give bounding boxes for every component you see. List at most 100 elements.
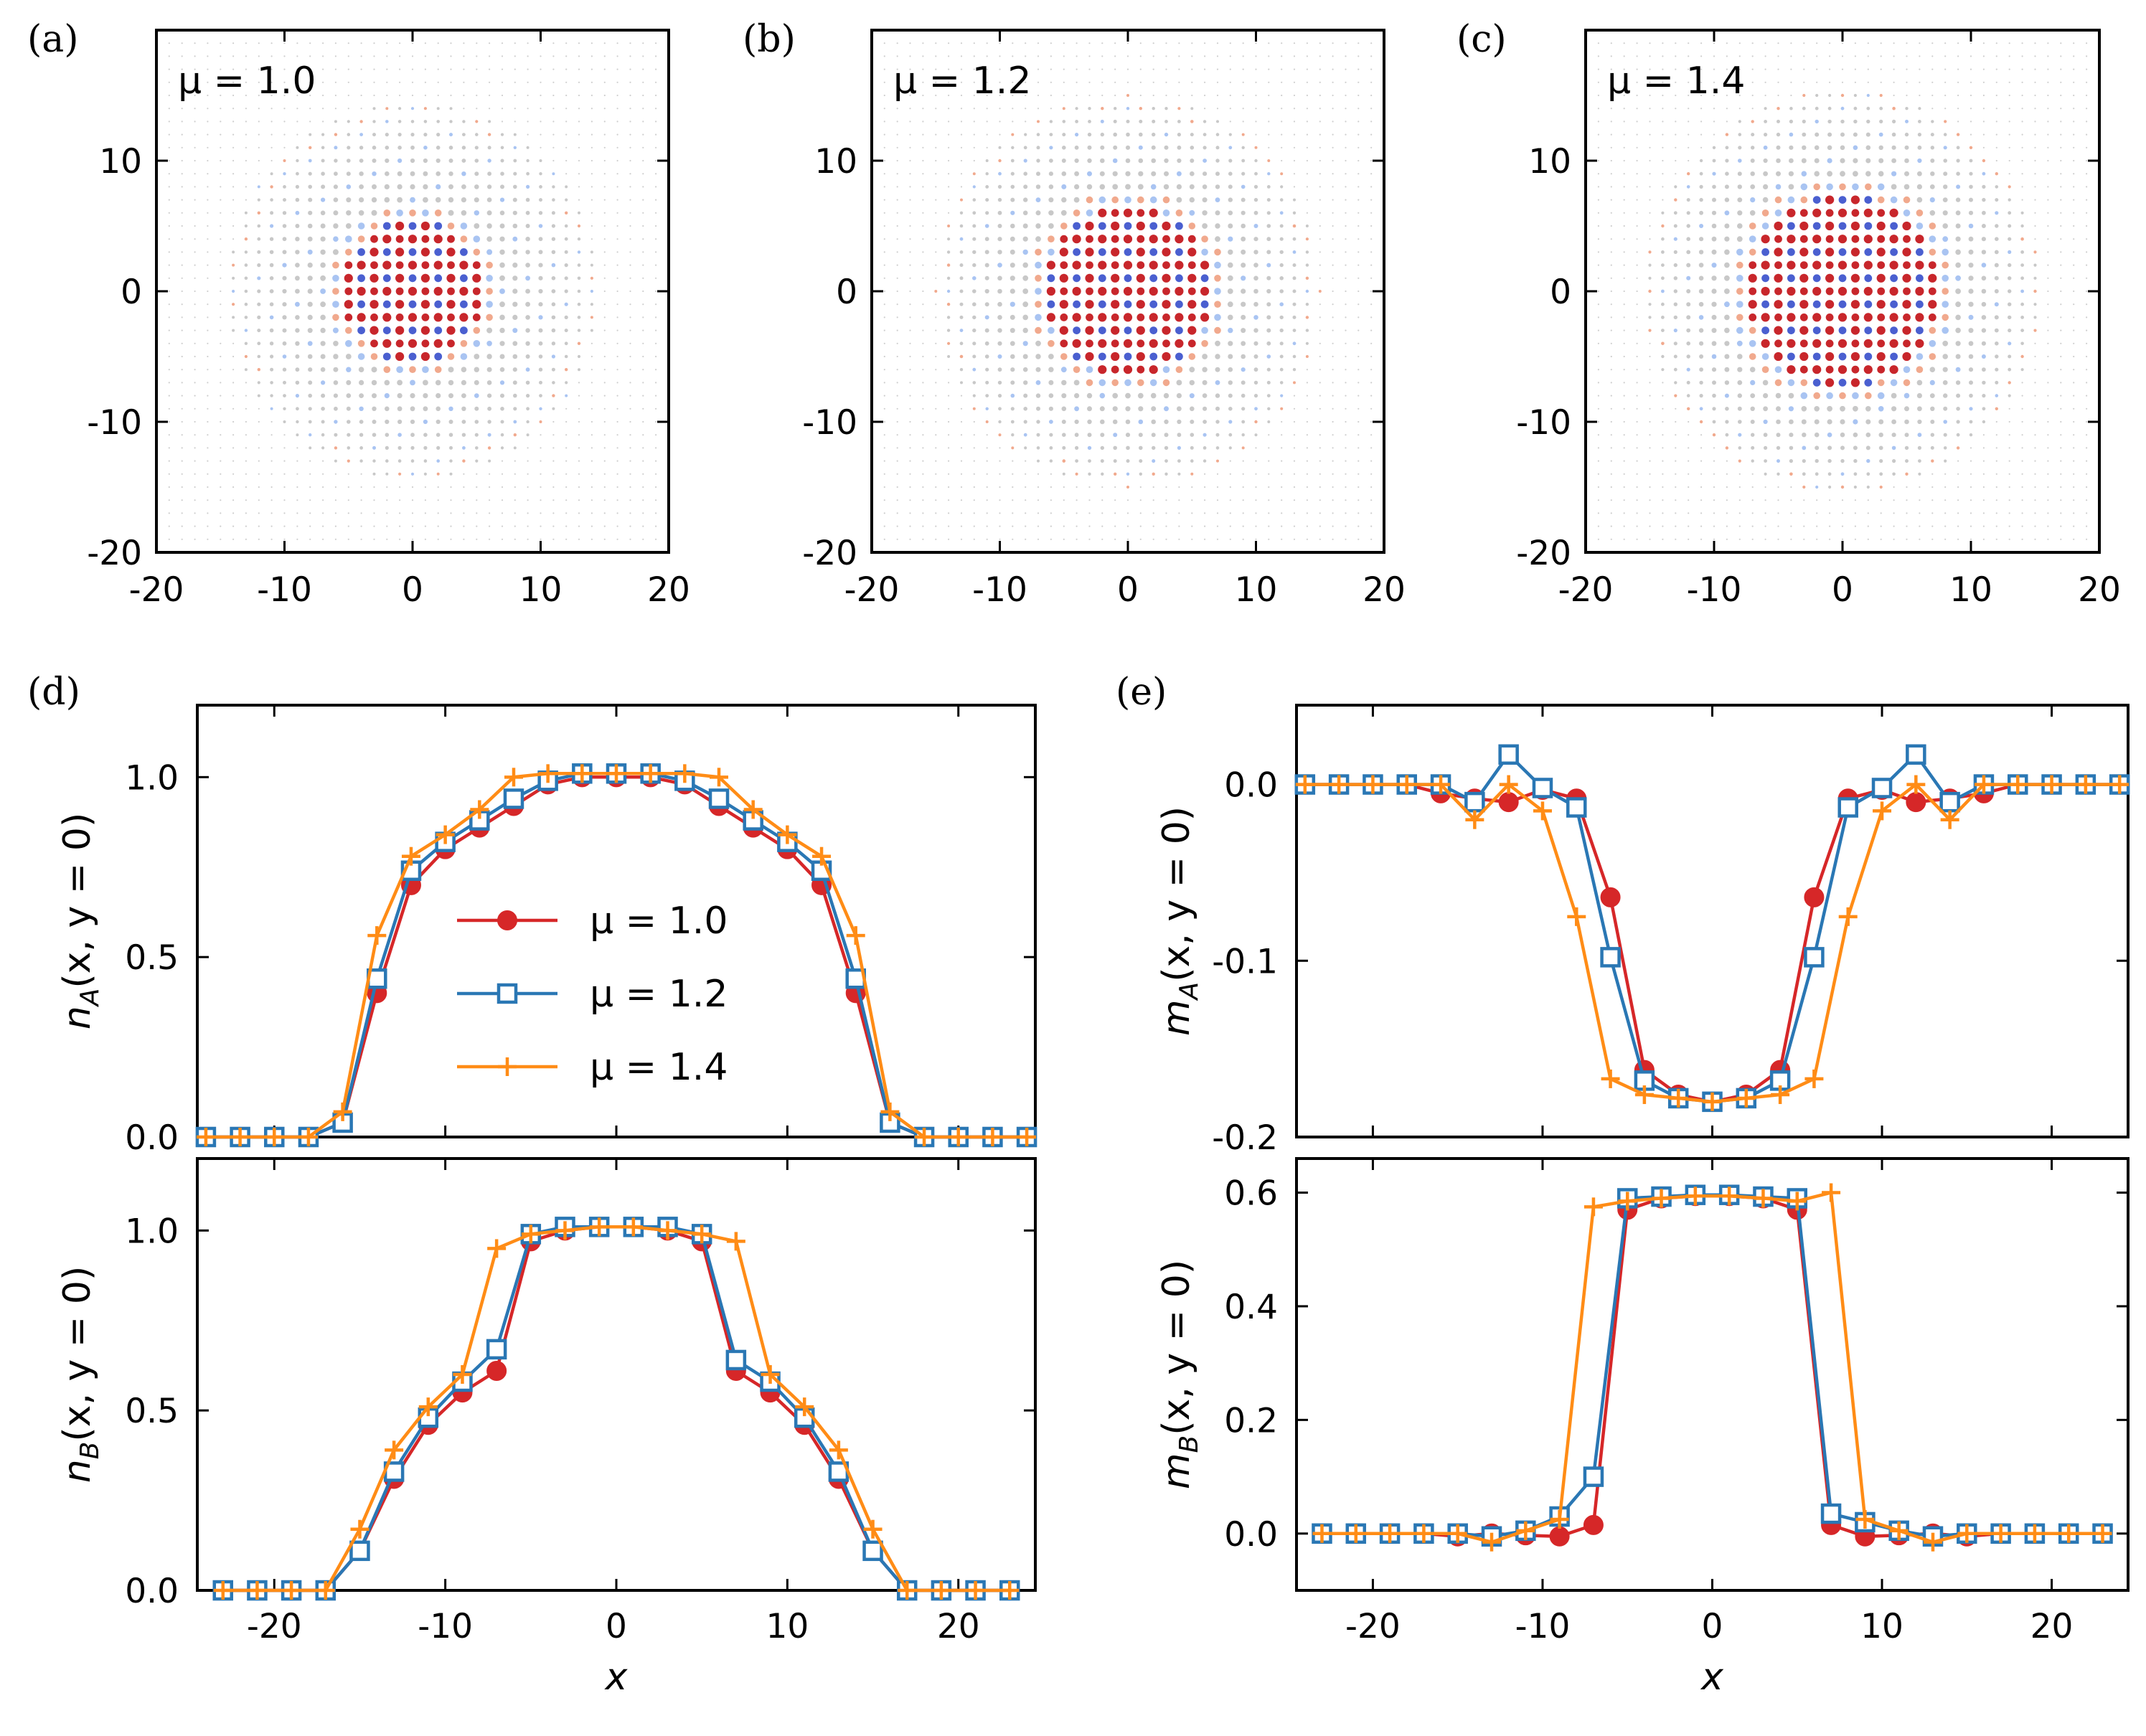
lattice-site (1889, 286, 1898, 296)
lattice-site (1944, 525, 1947, 527)
lattice-site (909, 277, 911, 279)
lattice-site (1919, 499, 1921, 501)
lattice-site (960, 94, 963, 97)
lattice-site (283, 42, 286, 44)
lattice-site (220, 225, 222, 227)
lattice-site (1241, 328, 1246, 334)
lattice-site (896, 277, 898, 279)
lattice-site (1750, 184, 1756, 189)
lattice-site (436, 393, 441, 399)
lattice-site (655, 407, 657, 410)
lattice-site (437, 525, 439, 527)
lattice-site (486, 327, 493, 334)
lattice-site (1825, 378, 1835, 387)
lattice-site (1813, 183, 1820, 191)
lattice-site (383, 366, 391, 373)
lattice-site (2060, 212, 2062, 214)
lattice-site (1228, 341, 1233, 346)
lattice-site (629, 460, 631, 462)
lattice-site (616, 277, 618, 279)
data-point (778, 825, 797, 844)
lattice-site (1661, 316, 1665, 319)
lattice-site (1088, 499, 1091, 501)
lattice-site (1906, 55, 1908, 57)
lattice-site (1853, 119, 1858, 124)
lattice-site (168, 94, 170, 97)
lattice-site (411, 55, 414, 57)
lattice-site (408, 222, 417, 230)
lattice-site (207, 473, 209, 475)
lattice-site (1904, 406, 1909, 412)
lattice-site (424, 94, 427, 97)
lattice-site (1306, 94, 1308, 97)
lattice-site (526, 394, 530, 398)
lattice-site (616, 434, 618, 436)
lattice-site (181, 251, 183, 253)
lattice-site (1281, 81, 1283, 83)
lattice-site (1688, 159, 1690, 162)
lattice-site (2008, 250, 2012, 254)
lattice-site (629, 94, 631, 97)
lattice-site (999, 55, 1001, 57)
lattice-site (1010, 223, 1015, 229)
lattice-site (1190, 445, 1194, 450)
lattice-site (909, 159, 911, 162)
lattice-site (616, 212, 618, 214)
lattice-site (909, 173, 911, 175)
lattice-site (1305, 341, 1309, 345)
lattice-site (2047, 94, 2049, 97)
lattice-site (1891, 406, 1897, 412)
lattice-site (577, 329, 581, 332)
lattice-site (307, 288, 313, 294)
lattice-site (1761, 274, 1770, 283)
lattice-site (463, 108, 465, 110)
lattice-site (1025, 473, 1027, 475)
lattice-site (232, 525, 235, 527)
lattice-site (245, 538, 247, 540)
lattice-site (245, 512, 247, 514)
lattice-site (1799, 261, 1808, 269)
lattice-site (1073, 248, 1081, 256)
lattice-site (1255, 486, 1257, 489)
lattice-site (1890, 300, 1898, 308)
lattice-site (1969, 512, 1972, 514)
lattice-site (436, 459, 440, 463)
lattice-site (1700, 121, 1703, 123)
lattice-site (423, 433, 428, 437)
lattice-site (1050, 55, 1052, 57)
lattice-site (2060, 42, 2062, 44)
lattice-site (1904, 171, 1909, 176)
lattice-site (476, 42, 478, 44)
lattice-site (999, 81, 1001, 83)
lattice-site (883, 316, 885, 319)
lattice-site (565, 473, 568, 475)
lattice-site (1035, 380, 1041, 385)
lattice-site (1840, 485, 1845, 489)
lattice-site (207, 342, 209, 344)
lattice-site (309, 433, 312, 437)
lattice-site (1662, 395, 1664, 397)
lattice-site (1190, 472, 1194, 476)
lattice-site (1764, 55, 1766, 57)
lattice-site (1357, 173, 1360, 175)
lattice-site (448, 420, 453, 424)
lattice-site (421, 313, 430, 321)
lattice-site (1113, 445, 1117, 450)
lattice-site (1969, 433, 1973, 437)
lattice-site (1370, 146, 1373, 148)
panel-label: (d) (27, 671, 80, 714)
lattice-site (1738, 108, 1741, 110)
lattice-site (2008, 525, 2010, 527)
lattice-site (616, 225, 618, 227)
lattice-site (283, 473, 286, 475)
lattice-site (973, 447, 975, 449)
lattice-site (232, 303, 235, 306)
lattice-site (1101, 81, 1103, 83)
lattice-site (244, 316, 248, 319)
lattice-site (1022, 249, 1028, 255)
lattice-site (1228, 380, 1233, 385)
lattice-site (616, 42, 618, 44)
lattice-site (220, 499, 222, 501)
lattice-site (1281, 121, 1283, 123)
lattice-site (1345, 512, 1347, 514)
